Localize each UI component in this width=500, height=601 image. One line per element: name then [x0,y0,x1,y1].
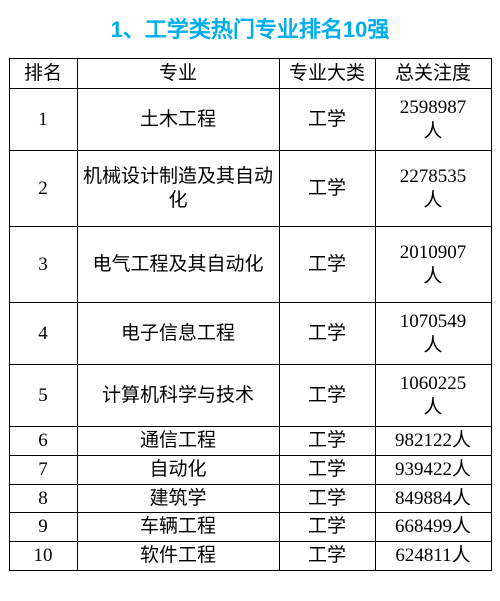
attention-unit: 人 [452,488,471,509]
cell-attention: 1060225人 [375,365,491,427]
page-root: 1、工学类热门专业排名10强 排名专业专业大类总关注度 1土木工程工学25989… [0,0,500,571]
cell-attention: 624811人 [375,542,491,571]
table-row: 10软件工程工学624811人 [9,542,491,571]
table-row: 6通信工程工学982122人 [9,427,491,456]
attention-value: 668499 [395,516,452,537]
cell-category: 工学 [279,227,375,303]
cell-major: 建筑学 [77,484,279,513]
cell-category: 工学 [279,303,375,365]
attention-unit: 人 [378,189,489,213]
cell-attention: 2598987人 [375,89,491,151]
table-head: 排名专业专业大类总关注度 [9,59,491,89]
attention-unit: 人 [378,334,489,358]
cell-major: 电子信息工程 [77,303,279,365]
cell-attention: 2010907人 [375,227,491,303]
attention-unit: 人 [378,396,489,420]
cell-rank: 3 [9,227,77,303]
attention-unit: 人 [452,545,471,566]
cell-rank: 5 [9,365,77,427]
attention-value: 2598987 [378,96,489,120]
col-header-major: 专业 [77,59,279,89]
table-header-row: 排名专业专业大类总关注度 [9,59,491,89]
col-header-attention: 总关注度 [375,59,491,89]
table-row: 1土木工程工学2598987人 [9,89,491,151]
attention-value: 1070549 [378,310,489,334]
col-header-rank: 排名 [9,59,77,89]
cell-rank: 7 [9,455,77,484]
table-row: 4电子信息工程工学1070549人 [9,303,491,365]
cell-attention: 939422人 [375,455,491,484]
attention-value: 2278535 [378,165,489,189]
attention-value: 1060225 [378,372,489,396]
attention-unit: 人 [378,265,489,289]
cell-rank: 8 [9,484,77,513]
cell-major: 土木工程 [77,89,279,151]
cell-category: 工学 [279,151,375,227]
attention-value: 939422 [395,459,452,480]
cell-rank: 6 [9,427,77,456]
cell-category: 工学 [279,513,375,542]
cell-rank: 10 [9,542,77,571]
cell-attention: 668499人 [375,513,491,542]
attention-value: 2010907 [378,241,489,265]
cell-rank: 2 [9,151,77,227]
cell-major: 车辆工程 [77,513,279,542]
page-title: 1、工学类热门专业排名10强 [0,0,500,58]
cell-category: 工学 [279,365,375,427]
cell-category: 工学 [279,542,375,571]
cell-category: 工学 [279,89,375,151]
table-row: 2机械设计制造及其自动化工学2278535人 [9,151,491,227]
cell-attention: 1070549人 [375,303,491,365]
cell-major: 机械设计制造及其自动化 [77,151,279,227]
cell-category: 工学 [279,484,375,513]
attention-value: 849884 [395,488,452,509]
attention-unit: 人 [378,120,489,144]
cell-rank: 1 [9,89,77,151]
cell-attention: 2278535人 [375,151,491,227]
cell-major: 计算机科学与技术 [77,365,279,427]
attention-value: 624811 [395,545,451,566]
cell-attention: 849884人 [375,484,491,513]
cell-rank: 4 [9,303,77,365]
cell-rank: 9 [9,513,77,542]
table-row: 5计算机科学与技术工学1060225人 [9,365,491,427]
attention-unit: 人 [452,516,471,537]
table-body: 1土木工程工学2598987人2机械设计制造及其自动化工学2278535人3电气… [9,89,491,571]
attention-value: 982122 [395,430,452,451]
cell-attention: 982122人 [375,427,491,456]
cell-major: 电气工程及其自动化 [77,227,279,303]
cell-major: 自动化 [77,455,279,484]
cell-major: 通信工程 [77,427,279,456]
cell-category: 工学 [279,455,375,484]
attention-unit: 人 [452,430,471,451]
cell-major: 软件工程 [77,542,279,571]
table-row: 7自动化工学939422人 [9,455,491,484]
table-row: 3电气工程及其自动化工学2010907人 [9,227,491,303]
cell-category: 工学 [279,427,375,456]
table-row: 9车辆工程工学668499人 [9,513,491,542]
ranking-table: 排名专业专业大类总关注度 1土木工程工学2598987人2机械设计制造及其自动化… [9,58,492,571]
col-header-category: 专业大类 [279,59,375,89]
table-row: 8建筑学工学849884人 [9,484,491,513]
attention-unit: 人 [452,459,471,480]
